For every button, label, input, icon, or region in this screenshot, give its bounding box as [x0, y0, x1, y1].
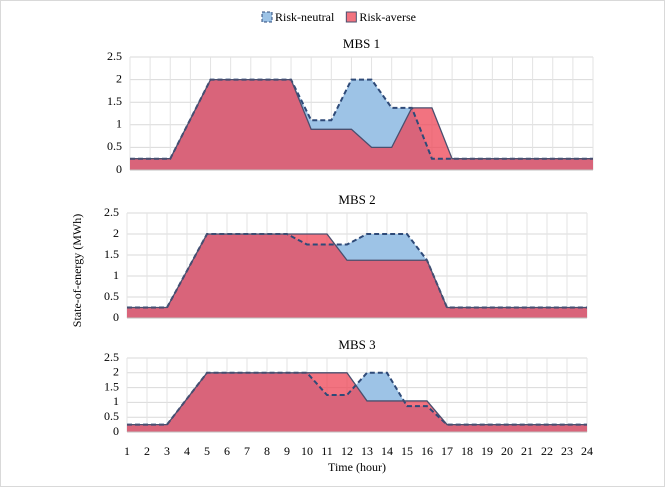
y-tick-label: 2 [113, 365, 119, 379]
x-tick-label: 21 [521, 444, 533, 458]
line [130, 78, 593, 160]
legend-label: Risk-neutral [275, 10, 335, 24]
chart-title: MBS 1 [343, 36, 380, 51]
y-tick-label: 0.5 [104, 289, 119, 303]
y-tick-label: 0 [116, 162, 122, 176]
legend-label: Risk-averse [359, 10, 416, 24]
y-tick-label: 1.5 [104, 247, 119, 261]
x-tick-label: 7 [244, 444, 250, 458]
x-tick-label: 11 [321, 444, 333, 458]
y-tick-label: 0 [113, 424, 119, 438]
x-tick-label: 23 [561, 444, 573, 458]
x-tick-label: 1 [124, 444, 130, 458]
area [127, 372, 587, 432]
x-tick-label: 14 [381, 444, 393, 458]
legend-swatch [345, 11, 357, 23]
x-tick-label: 2 [144, 444, 150, 458]
y-tick-label: 1 [116, 117, 122, 131]
x-tick-label: 4 [184, 444, 190, 458]
y-tick-label: 2 [116, 71, 122, 85]
y-tick-label: 0 [113, 310, 119, 324]
x-tick-label: 17 [441, 444, 453, 458]
y-tick-label: 1 [113, 268, 119, 282]
x-tick-label: 12 [341, 444, 353, 458]
x-tick-label: 8 [264, 444, 270, 458]
area [127, 234, 587, 318]
x-tick-label: 10 [301, 444, 313, 458]
line [127, 372, 587, 426]
area [130, 79, 593, 170]
y-tick-label: 2.5 [107, 49, 122, 63]
y-tick-label: 2.5 [104, 350, 119, 364]
y-tick-label: 0.5 [104, 409, 119, 423]
y-tick-label: 1.5 [104, 379, 119, 393]
x-axis-title: Time (hour) [328, 460, 386, 474]
x-tick-label: 13 [361, 444, 373, 458]
y-axis-title: State-of-energy (MWh) [70, 214, 84, 327]
x-tick-label: 9 [284, 444, 290, 458]
x-tick-label: 18 [461, 444, 473, 458]
legend-swatch [261, 11, 273, 23]
chart-title: MBS 2 [338, 192, 375, 207]
y-tick-label: 2.5 [104, 205, 119, 219]
y-tick-label: 2 [113, 226, 119, 240]
x-tick-label: 20 [501, 444, 513, 458]
x-tick-label: 16 [421, 444, 433, 458]
y-tick-label: 1 [113, 394, 119, 408]
x-tick-label: 22 [541, 444, 553, 458]
y-tick-label: 0.5 [107, 139, 122, 153]
line [127, 233, 587, 309]
x-tick-label: 6 [224, 444, 230, 458]
x-tick-label: 24 [581, 444, 593, 458]
x-tick-label: 15 [401, 444, 413, 458]
chart-title: MBS 3 [338, 337, 375, 352]
x-tick-label: 3 [164, 444, 170, 458]
y-tick-label: 1.5 [107, 94, 122, 108]
x-tick-label: 5 [204, 444, 210, 458]
x-tick-label: 19 [481, 444, 493, 458]
